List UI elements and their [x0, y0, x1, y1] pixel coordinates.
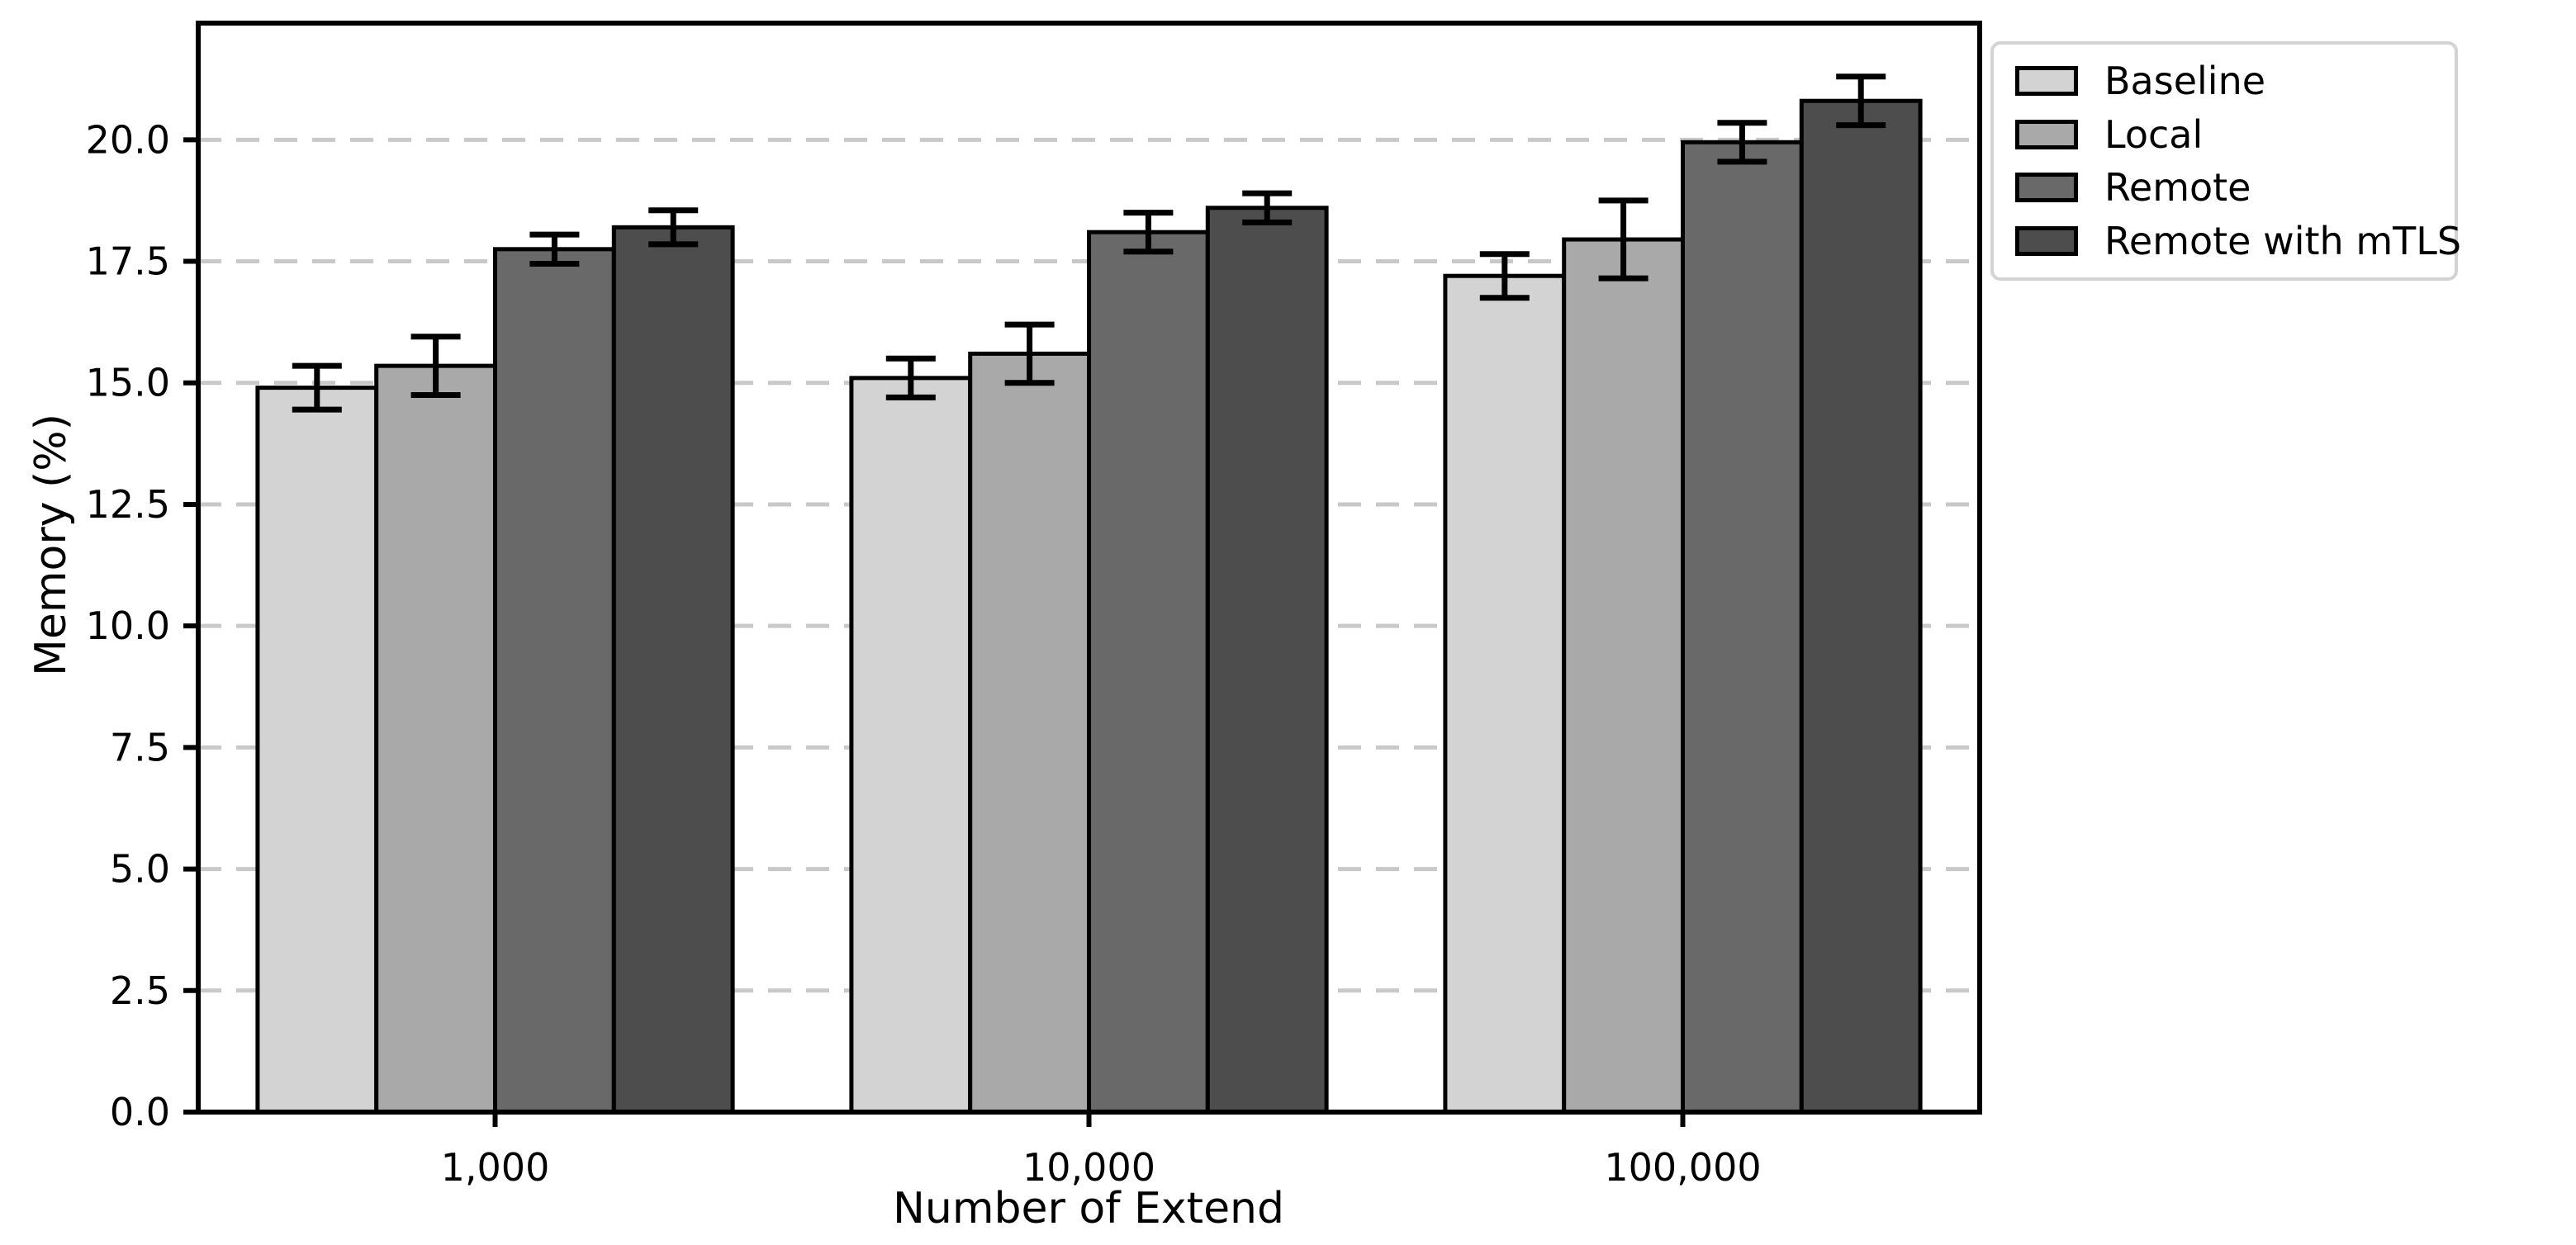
legend-label: Remote with mTLS: [2104, 219, 2462, 264]
legend-item: Remote: [2015, 165, 2433, 210]
legend-swatch: [2015, 65, 2078, 96]
legend-item: Local: [2015, 112, 2433, 157]
legend: Baseline Local Remote Remote with mTLS: [1990, 41, 2461, 281]
bar-remote-with-mtls: [611, 225, 735, 1115]
y-tick-label: 10.0: [86, 604, 170, 648]
bar-remote: [493, 247, 616, 1115]
bar-baseline: [1443, 273, 1567, 1115]
x-tick-label: 10,000: [1022, 1145, 1155, 1190]
y-tick-label: 12.5: [86, 482, 170, 527]
bar-remote-with-mtls: [1799, 98, 1923, 1115]
legend-label: Baseline: [2104, 58, 2266, 103]
x-tick-label: 100,000: [1604, 1145, 1761, 1190]
y-tick-label: 7.5: [110, 725, 170, 769]
bar-local: [968, 351, 1091, 1115]
bar-remote: [1681, 140, 1804, 1115]
legend-swatch: [2015, 226, 2078, 257]
bar-local: [374, 363, 498, 1115]
x-axis-label: Number of Extend: [892, 1184, 1285, 1233]
bar-local: [1562, 237, 1685, 1115]
legend-item: Baseline: [2015, 59, 2433, 103]
x-tick-label: 1,000: [441, 1145, 550, 1190]
y-tick-label: 2.5: [110, 968, 170, 1013]
legend-label: Remote: [2104, 165, 2251, 211]
y-tick-label: 20.0: [86, 117, 170, 162]
bar-baseline: [849, 376, 973, 1115]
legend-label: Local: [2104, 111, 2204, 157]
bar-remote: [1087, 230, 1210, 1115]
legend-swatch: [2015, 119, 2078, 149]
bar-baseline: [255, 386, 379, 1115]
bar-remote-with-mtls: [1205, 206, 1329, 1115]
y-tick-label: 5.0: [110, 847, 170, 892]
legend-item: Remote with mTLS: [2015, 219, 2461, 263]
y-tick-label: 17.5: [86, 239, 170, 284]
legend-swatch: [2015, 173, 2078, 203]
y-tick-label: 15.0: [86, 361, 170, 405]
y-axis-label: Memory (%): [26, 414, 76, 676]
y-tick-label: 0.0: [110, 1090, 170, 1134]
